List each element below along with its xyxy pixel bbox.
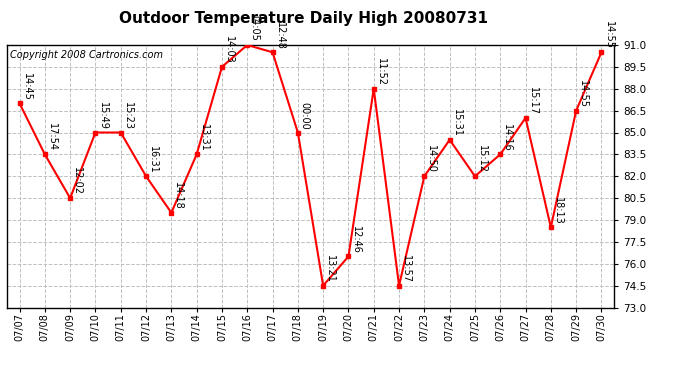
Text: Copyright 2008 Cartronics.com: Copyright 2008 Cartronics.com <box>10 50 163 60</box>
Text: 14:55: 14:55 <box>578 80 588 108</box>
Text: 15:17: 15:17 <box>528 87 538 115</box>
Text: 14:03: 14:03 <box>224 36 234 64</box>
Text: Outdoor Temperature Daily High 20080731: Outdoor Temperature Daily High 20080731 <box>119 11 488 26</box>
Text: 14:18: 14:18 <box>173 182 184 210</box>
Text: 15:12: 15:12 <box>477 146 487 173</box>
Text: 11:52: 11:52 <box>376 58 386 86</box>
Text: 14:55: 14:55 <box>604 21 613 50</box>
Text: 17:54: 17:54 <box>47 123 57 152</box>
Text: 14:05: 14:05 <box>249 14 259 42</box>
Text: 15:31: 15:31 <box>452 109 462 137</box>
Text: 13:57: 13:57 <box>401 255 411 283</box>
Text: 14:45: 14:45 <box>21 72 32 100</box>
Text: 15:49: 15:49 <box>97 102 108 130</box>
Text: 13:31: 13:31 <box>199 124 208 152</box>
Text: 18:13: 18:13 <box>553 196 563 224</box>
Text: 00:00: 00:00 <box>300 102 310 130</box>
Text: 12:02: 12:02 <box>72 167 82 195</box>
Text: 12:48: 12:48 <box>275 21 284 50</box>
Text: 12:46: 12:46 <box>351 226 360 254</box>
Text: 14:16: 14:16 <box>502 124 512 152</box>
Text: 14:50: 14:50 <box>426 146 436 173</box>
Text: 13:21: 13:21 <box>325 255 335 283</box>
Text: 15:23: 15:23 <box>123 102 132 130</box>
Text: 16:31: 16:31 <box>148 146 158 173</box>
